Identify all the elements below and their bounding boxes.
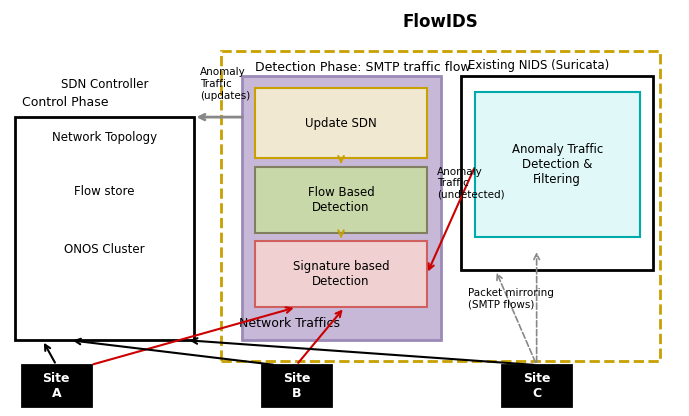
Text: FlowIDS: FlowIDS bbox=[402, 13, 478, 31]
Text: Site
A: Site A bbox=[43, 371, 70, 400]
Text: Flow store: Flow store bbox=[74, 185, 134, 198]
Text: Network Traffics: Network Traffics bbox=[239, 317, 340, 330]
FancyBboxPatch shape bbox=[262, 365, 331, 406]
FancyBboxPatch shape bbox=[475, 92, 639, 237]
Text: Anomaly
Traffic
(updates): Anomaly Traffic (updates) bbox=[200, 67, 251, 101]
FancyBboxPatch shape bbox=[15, 117, 194, 340]
Text: Site
C: Site C bbox=[523, 371, 551, 400]
Text: Anomaly
Traffic
(undetected): Anomaly Traffic (undetected) bbox=[437, 166, 505, 200]
FancyBboxPatch shape bbox=[461, 76, 653, 270]
FancyBboxPatch shape bbox=[256, 241, 427, 307]
Text: Flow Based
Detection: Flow Based Detection bbox=[308, 186, 374, 214]
Text: SDN Controller: SDN Controller bbox=[61, 77, 148, 91]
Text: Control Phase: Control Phase bbox=[22, 96, 108, 109]
FancyBboxPatch shape bbox=[256, 167, 427, 233]
Text: Site
B: Site B bbox=[282, 371, 310, 400]
Text: Packet mirroring
(SMTP flows): Packet mirroring (SMTP flows) bbox=[468, 288, 554, 310]
Text: Update SDN: Update SDN bbox=[305, 117, 377, 130]
Text: Existing NIDS (Suricata): Existing NIDS (Suricata) bbox=[468, 59, 609, 72]
Text: Anomaly Traffic
Detection &
Filtering: Anomaly Traffic Detection & Filtering bbox=[512, 143, 603, 186]
Text: Signature based
Detection: Signature based Detection bbox=[293, 260, 389, 288]
Text: Detection Phase: SMTP traffic flow: Detection Phase: SMTP traffic flow bbox=[256, 61, 471, 74]
Text: Network Topology: Network Topology bbox=[52, 131, 157, 144]
FancyBboxPatch shape bbox=[256, 88, 427, 158]
Text: ONOS Cluster: ONOS Cluster bbox=[64, 243, 145, 256]
FancyBboxPatch shape bbox=[242, 76, 440, 340]
FancyBboxPatch shape bbox=[22, 365, 90, 406]
FancyBboxPatch shape bbox=[502, 365, 571, 406]
